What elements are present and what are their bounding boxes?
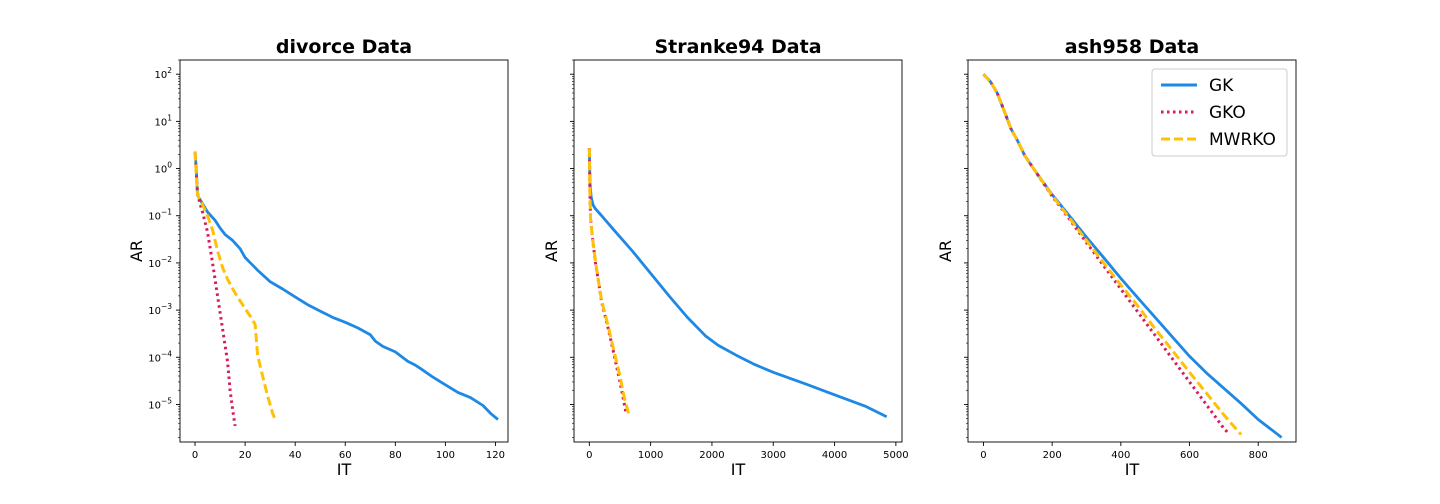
x-tick-label: 5000: [883, 450, 908, 461]
series-lines: [587, 148, 888, 418]
x-tick-label: 80: [389, 450, 402, 461]
x-tick-label: 1000: [638, 450, 663, 461]
legend-label-mwrko: MWRKO: [1209, 130, 1276, 150]
x-tick-label: 800: [1249, 450, 1268, 461]
x-axis-label: IT: [1125, 460, 1140, 479]
legend-label-gk: GK: [1209, 76, 1234, 96]
series-lines: [193, 151, 499, 427]
x-tick-label: 120: [486, 450, 505, 461]
x-tick-label: 3000: [761, 450, 786, 461]
plot-frame: [967, 59, 1297, 443]
x-tick-label: 2000: [699, 450, 724, 461]
series-line-mwrko: [982, 73, 1243, 436]
series-line-gk: [587, 148, 888, 418]
series-lines: [982, 73, 1283, 439]
x-tick-label: 100: [436, 450, 455, 461]
series-line-mwrko: [587, 148, 631, 414]
series-line-gko: [982, 73, 1229, 434]
chart-2: 0 1000 2000 3000 4000 5000 Stranke94 Data IT AR: [542, 36, 909, 479]
legend-label-gko: GKO: [1209, 103, 1246, 123]
x-tick-label: 200: [1043, 450, 1062, 461]
y-tick-label: 10−4: [148, 349, 172, 364]
plot-frame: [573, 59, 903, 443]
x-tick-label: 400: [1111, 450, 1130, 461]
series-line-gko: [193, 151, 237, 427]
y-tick-label: 100: [154, 161, 172, 176]
x-axis-label: IT: [337, 460, 352, 479]
legend: GK GKO MWRKO: [1151, 68, 1288, 157]
x-tick-label: 600: [1180, 450, 1199, 461]
series-line-mwrko: [193, 151, 277, 421]
y-tick-label: 101: [154, 113, 172, 128]
y-tick-label: 10−5: [148, 396, 172, 411]
y-axis-label: AR: [936, 240, 955, 262]
chart-title: ash958 Data: [1065, 36, 1199, 58]
y-tick-label: 10−2: [148, 255, 172, 270]
y-tick-label: 102: [154, 66, 172, 81]
series-line-gk: [193, 151, 499, 421]
y-tick-label: 10−3: [148, 302, 172, 317]
x-tick-label: 4000: [822, 450, 847, 461]
x-tick-label: 60: [339, 450, 352, 461]
x-tick-label: 0: [586, 450, 592, 461]
chart-title: Stranke94 Data: [654, 36, 821, 58]
series-line-gk: [982, 73, 1283, 439]
y-axis-label: AR: [542, 240, 561, 262]
legend-box: [1151, 68, 1288, 157]
chart-3: 0 200 400 600 800 ash958 Data IT AR GK GKO MWRKO: [936, 36, 1297, 479]
plot-frame: [179, 59, 509, 443]
chart-title: divorce Data: [276, 36, 412, 58]
y-axis-label: AR: [127, 240, 146, 262]
x-axis-label: IT: [731, 460, 746, 479]
x-tick-label: 0: [192, 450, 198, 461]
y-tick-label: 10−1: [148, 208, 172, 223]
x-tick-label: 20: [239, 450, 252, 461]
x-tick-label: 0: [980, 450, 986, 461]
x-tick-label: 40: [289, 450, 302, 461]
chart-1: 0 20 40 60 80 100 120 102 101 100 10−1 10−2 10−3 10−4…: [127, 36, 509, 479]
